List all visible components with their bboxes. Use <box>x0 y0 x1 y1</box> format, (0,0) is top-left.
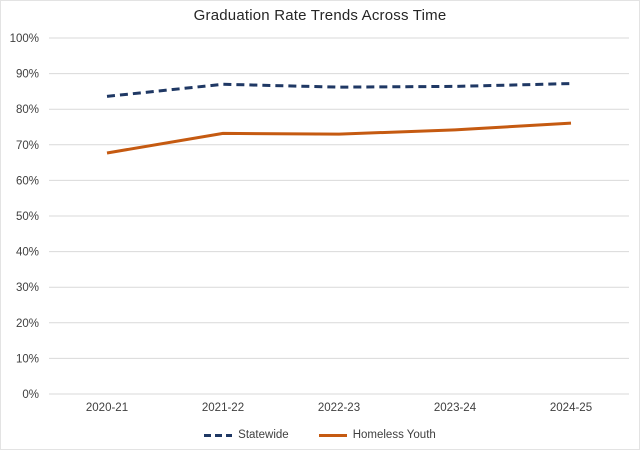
homeless-youth-line <box>106 121 572 155</box>
y-tick-label-90: 90% <box>16 69 39 81</box>
y-tick-label-30: 30% <box>16 282 39 294</box>
x-tick-label-2020-21: 2020-21 <box>86 402 128 414</box>
legend-item-statewide: Statewide <box>204 429 289 441</box>
y-tick-label-100: 100% <box>10 33 39 45</box>
y-tick-label-70: 70% <box>16 140 39 152</box>
x-tick-label-2023-24: 2023-24 <box>434 402 477 414</box>
y-tick-label-80: 80% <box>16 104 39 116</box>
y-tick-label-0: 0% <box>22 389 39 401</box>
legend-item-homeless-youth: Homeless Youth <box>318 429 436 441</box>
y-tick-label-50: 50% <box>16 211 39 223</box>
x-tick-label-2022-23: 2022-23 <box>318 402 360 414</box>
legend: Statewide Homeless Youth <box>1 429 639 441</box>
x-tick-label-2024-25: 2024-25 <box>550 402 592 414</box>
x-tick-label-2021-22: 2021-22 <box>202 402 244 414</box>
chart-title: Graduation Rate Trends Across Time <box>193 7 447 24</box>
homeless-youth-solid-line-swatch <box>318 433 347 437</box>
legend-label-homeless-youth: Homeless Youth <box>352 429 436 441</box>
y-tick-label-10: 10% <box>16 353 39 365</box>
statewide-line <box>106 82 572 98</box>
y-tick-label-40: 40% <box>16 247 39 259</box>
y-tick-label-60: 60% <box>16 175 39 187</box>
y-tick-label-20: 20% <box>16 318 39 330</box>
statewide-dashed-line-swatch <box>204 433 233 437</box>
legend-label-statewide: Statewide <box>238 429 289 441</box>
